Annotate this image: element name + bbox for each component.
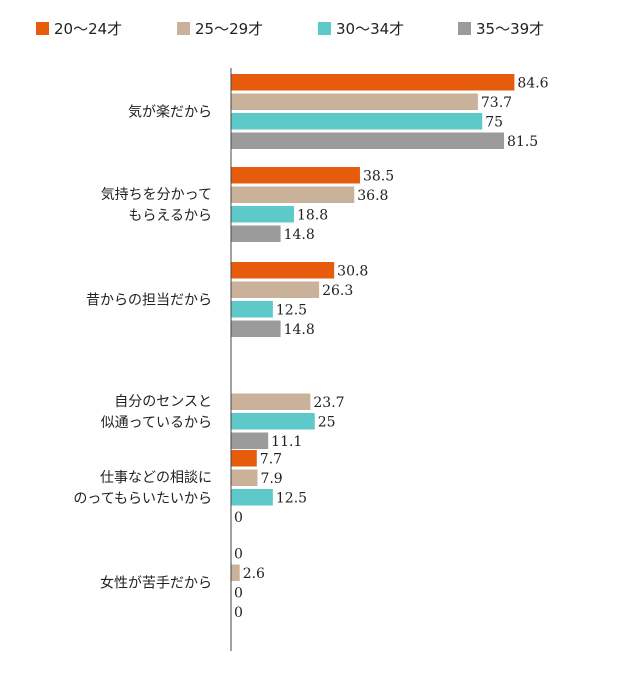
data-label: 0 bbox=[234, 547, 243, 563]
category-label: 自分のセンスと bbox=[114, 394, 212, 410]
data-label: 14.8 bbox=[284, 322, 315, 338]
bar bbox=[231, 413, 315, 430]
bar bbox=[231, 432, 269, 449]
data-label: 11.1 bbox=[271, 434, 302, 450]
category-labels-group: 気が楽だから気持ちを分かってもらえるから昔からの担当だから自分のセンスと似通って… bbox=[73, 105, 212, 592]
legend-swatch bbox=[36, 22, 49, 35]
data-label: 0 bbox=[234, 605, 243, 621]
legend-label: 30〜34才 bbox=[336, 20, 404, 38]
bar bbox=[231, 74, 515, 91]
data-label: 12.5 bbox=[276, 491, 307, 507]
category-label: 昔からの担当だから bbox=[86, 293, 212, 309]
legend-label: 25〜29才 bbox=[195, 20, 263, 38]
data-label: 14.8 bbox=[284, 227, 315, 243]
category-label: 仕事などの相談に bbox=[100, 470, 212, 486]
data-label: 38.5 bbox=[363, 169, 394, 185]
bar bbox=[231, 301, 273, 318]
legend: 20〜24才 25〜29才 30〜34才 35〜39才 bbox=[36, 20, 544, 38]
bar bbox=[231, 281, 320, 298]
category-label: 気が楽だから bbox=[128, 105, 212, 121]
bar bbox=[231, 93, 478, 110]
legend-label: 35〜39才 bbox=[476, 20, 544, 38]
data-label: 0 bbox=[234, 586, 243, 602]
data-label: 7.9 bbox=[260, 471, 282, 487]
legend-swatch bbox=[177, 22, 190, 35]
category-label: 女性が苦手だから bbox=[100, 575, 212, 592]
data-label: 18.8 bbox=[297, 208, 328, 224]
data-label: 81.5 bbox=[507, 134, 538, 150]
bars-group bbox=[231, 74, 515, 581]
legend-label: 20〜24才 bbox=[54, 20, 122, 38]
data-label: 75 bbox=[485, 115, 503, 131]
data-label: 23.7 bbox=[313, 395, 344, 411]
bar bbox=[231, 113, 483, 130]
bar bbox=[231, 393, 311, 410]
bar bbox=[231, 186, 355, 203]
bar bbox=[231, 262, 335, 279]
bar bbox=[231, 564, 240, 581]
data-label: 0 bbox=[234, 510, 243, 526]
legend-swatch bbox=[318, 22, 331, 35]
bar bbox=[231, 167, 360, 184]
bar bbox=[231, 489, 273, 506]
category-label: 気持ちを分かって bbox=[101, 187, 212, 203]
data-label: 36.8 bbox=[357, 188, 388, 204]
data-label: 25 bbox=[318, 415, 336, 431]
bar bbox=[231, 450, 257, 467]
data-label: 2.6 bbox=[243, 566, 265, 582]
data-label: 30.8 bbox=[337, 264, 368, 280]
bar bbox=[231, 469, 258, 486]
bar bbox=[231, 225, 281, 242]
bar bbox=[231, 320, 281, 337]
category-label: もらえるから bbox=[128, 208, 212, 224]
bar bbox=[231, 206, 294, 223]
data-label: 12.5 bbox=[276, 303, 307, 319]
category-label: 似通っているから bbox=[101, 415, 212, 431]
category-label: のってもらいたいから bbox=[73, 491, 212, 507]
data-label: 7.7 bbox=[260, 452, 282, 468]
data-label: 26.3 bbox=[322, 283, 353, 299]
data-label: 84.6 bbox=[517, 76, 548, 92]
data-label: 73.7 bbox=[481, 95, 512, 111]
bar bbox=[231, 132, 505, 149]
legend-swatch bbox=[458, 22, 471, 35]
